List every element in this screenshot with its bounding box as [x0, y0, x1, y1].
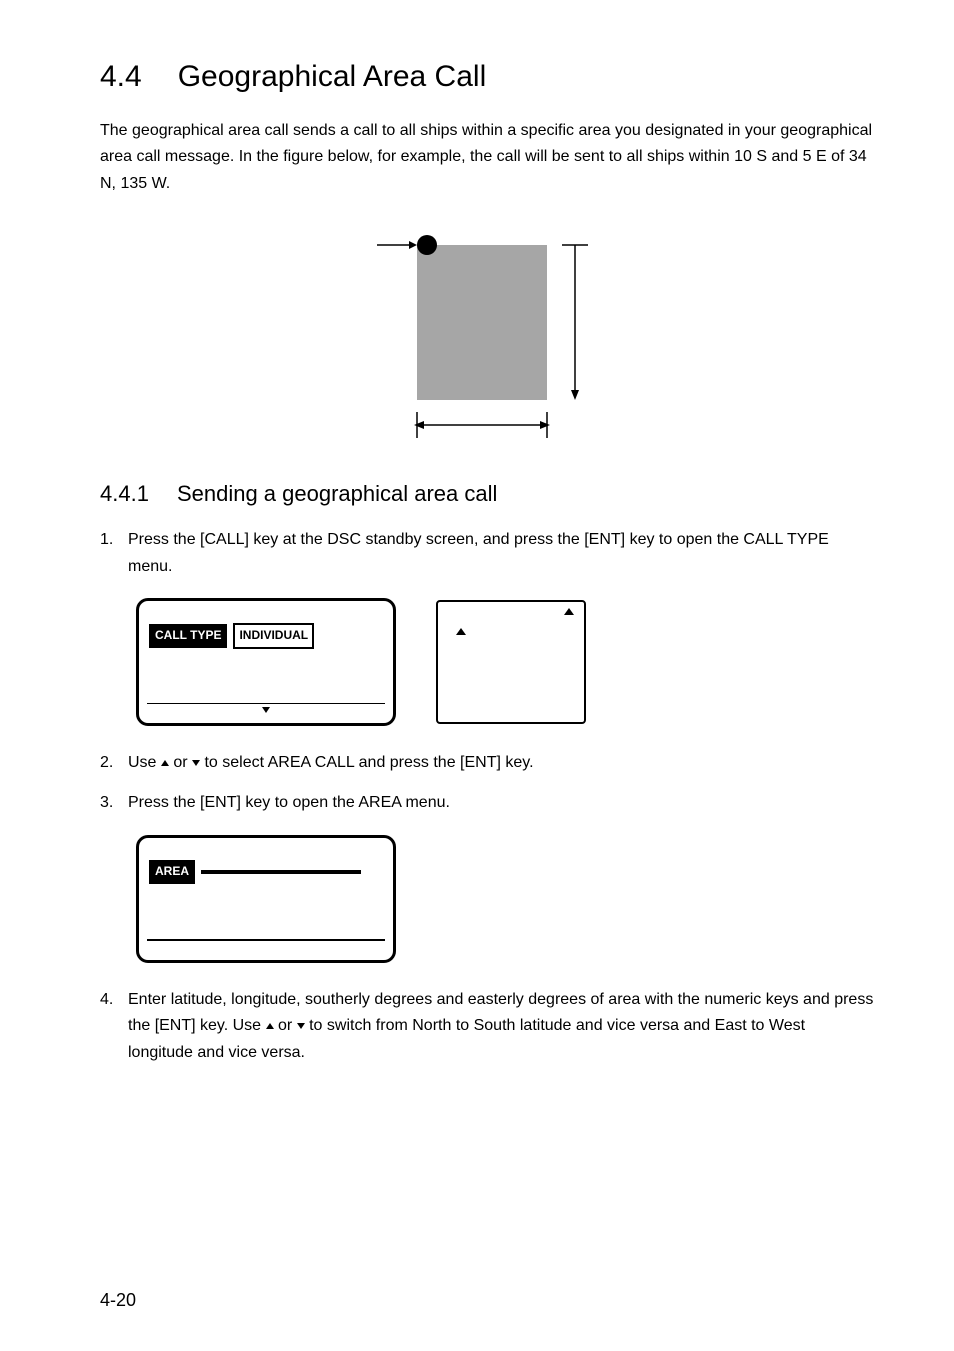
subsection-number: 4.4.1 — [100, 481, 149, 507]
section-heading: 4.4 Geographical Area Call — [100, 60, 874, 94]
area-field — [201, 870, 361, 874]
arrow-up-icon — [266, 1023, 274, 1029]
arrow-up-icon — [564, 608, 574, 615]
area-diagram-svg — [357, 215, 617, 445]
section-title: Geographical Area Call — [178, 60, 487, 93]
step-3-text: Press the [ENT] key to open the AREA men… — [128, 794, 450, 811]
area-label: AREA — [149, 860, 195, 884]
step-1: 1. Press the [CALL] key at the DSC stand… — [128, 527, 874, 726]
step-number: 4. — [100, 987, 113, 1013]
step-number: 2. — [100, 750, 113, 776]
chevron-down-icon — [262, 707, 270, 713]
arrow-down-icon — [297, 1023, 305, 1029]
page-number: 4-20 — [100, 1290, 136, 1311]
call-type-screen: CALL TYPE INDIVIDUAL — [136, 598, 396, 726]
intro-paragraph: The geographical area call sends a call … — [100, 118, 874, 197]
step-1-text: Press the [CALL] key at the DSC standby … — [128, 531, 829, 574]
arrow-up-icon — [161, 760, 169, 766]
step-4-mid: or — [278, 1017, 297, 1034]
subsection-title: Sending a geographical area call — [177, 481, 497, 506]
call-type-value: INDIVIDUAL — [233, 623, 314, 649]
step-2-mid: or — [173, 754, 192, 771]
subsection-heading: 4.4.1 Sending a geographical area call — [100, 481, 874, 507]
area-screen: AREA — [136, 835, 396, 963]
section-number: 4.4 — [100, 60, 142, 94]
step-3: 3. Press the [ENT] key to open the AREA … — [128, 790, 874, 962]
arrow-up-icon — [456, 628, 466, 635]
step-number: 3. — [100, 790, 113, 816]
step-4: 4. Enter latitude, longitude, southerly … — [128, 987, 874, 1066]
step-2: 2. Use or to select AREA CALL and press … — [128, 750, 874, 776]
selector-panel — [436, 600, 586, 724]
geographical-figure — [100, 215, 874, 445]
arrow-down-icon — [192, 760, 200, 766]
step-2-pre: Use — [128, 754, 161, 771]
step-number: 1. — [100, 527, 113, 553]
call-type-label: CALL TYPE — [149, 624, 227, 648]
step-2-post: to select AREA CALL and press the [ENT] … — [204, 754, 533, 771]
